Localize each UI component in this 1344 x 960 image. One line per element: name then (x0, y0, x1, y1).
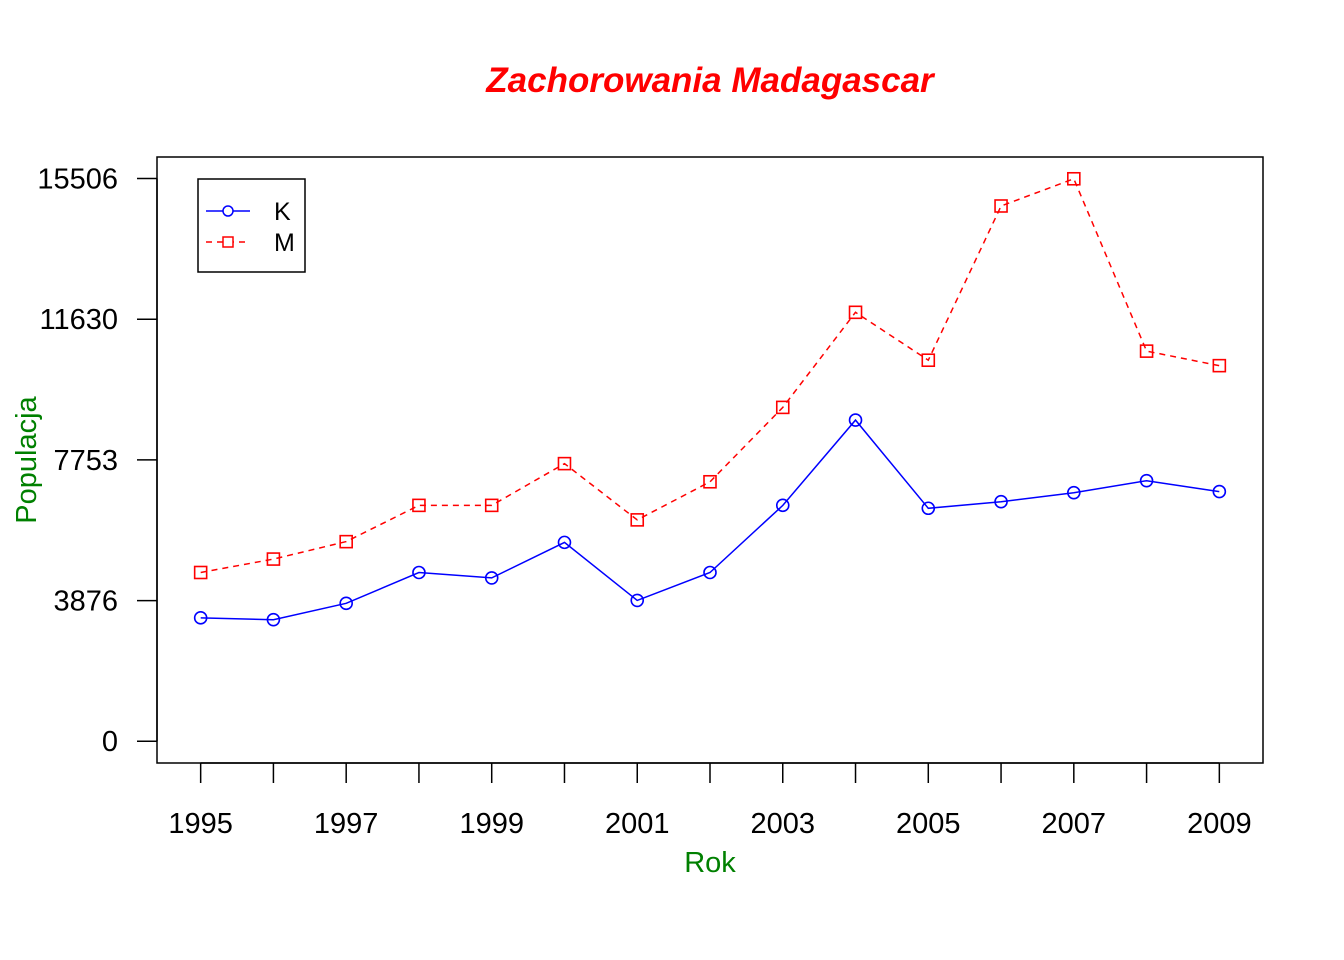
legend-box (197, 178, 306, 273)
data-point-k (557, 535, 572, 550)
legend-marker-k (222, 205, 234, 217)
series-line-k (200, 418, 1220, 621)
x-tick-label: 2009 (1187, 808, 1252, 840)
x-tick-label: 1999 (459, 808, 524, 840)
y-tick-label: 0 (102, 726, 118, 758)
data-point-k (412, 565, 426, 580)
data-point-k (193, 611, 208, 625)
data-point-k (266, 612, 281, 627)
series-layer (193, 171, 1227, 627)
series-line-m (200, 177, 1220, 574)
x-tick-label: 2001 (605, 808, 670, 840)
data-point-k (848, 413, 863, 427)
data-point-k (484, 571, 499, 585)
data-point-m (339, 534, 353, 549)
legend: K M (197, 178, 306, 273)
data-point-m (703, 474, 717, 489)
data-point-m (848, 305, 863, 320)
data-point-m (412, 498, 426, 513)
data-point-k (1067, 485, 1081, 500)
x-axis: 1995 1997 1999 2001 2003 2005 2007 2009 (168, 762, 1252, 840)
y-tick-label: 3876 (53, 586, 118, 618)
y-tick-label: 11630 (40, 304, 119, 336)
x-tick-label: 2005 (896, 808, 961, 840)
y-axis-title: Populacja (11, 395, 43, 523)
x-tick-label: 1997 (314, 808, 379, 840)
data-point-k (921, 501, 936, 516)
data-point-m (484, 498, 499, 513)
data-point-k (1212, 484, 1227, 499)
data-point-k (630, 593, 645, 608)
data-point-m (1212, 358, 1227, 373)
data-point-m (1139, 344, 1154, 358)
y-axis: 0 3876 7753 11630 15506 (37, 164, 158, 758)
data-point-m (557, 456, 572, 471)
data-point-m (994, 199, 1008, 213)
data-point-m (630, 513, 645, 527)
y-tick-label: 7753 (53, 445, 118, 477)
x-axis-title: Rok (684, 847, 736, 879)
x-tick-label: 2003 (751, 808, 816, 840)
data-point-m (266, 552, 281, 566)
data-point-k (775, 498, 790, 513)
data-point-k (994, 494, 1008, 509)
plot-frame (156, 156, 1264, 764)
x-tick-label: 2007 (1042, 808, 1107, 840)
chart-title: Zachorowania Madagascar (485, 61, 936, 100)
data-point-m (921, 353, 936, 368)
legend-label-k: K (274, 198, 291, 226)
legend-marker-m (222, 236, 234, 248)
x-tick-label: 1995 (168, 808, 233, 840)
data-point-m (775, 400, 790, 415)
data-point-m (1067, 171, 1081, 186)
data-point-k (1139, 473, 1154, 488)
data-point-k (703, 565, 717, 580)
data-point-m (193, 565, 208, 580)
data-point-k (339, 596, 353, 611)
legend-label-m: M (274, 229, 295, 257)
y-tick-label: 15506 (37, 164, 118, 196)
